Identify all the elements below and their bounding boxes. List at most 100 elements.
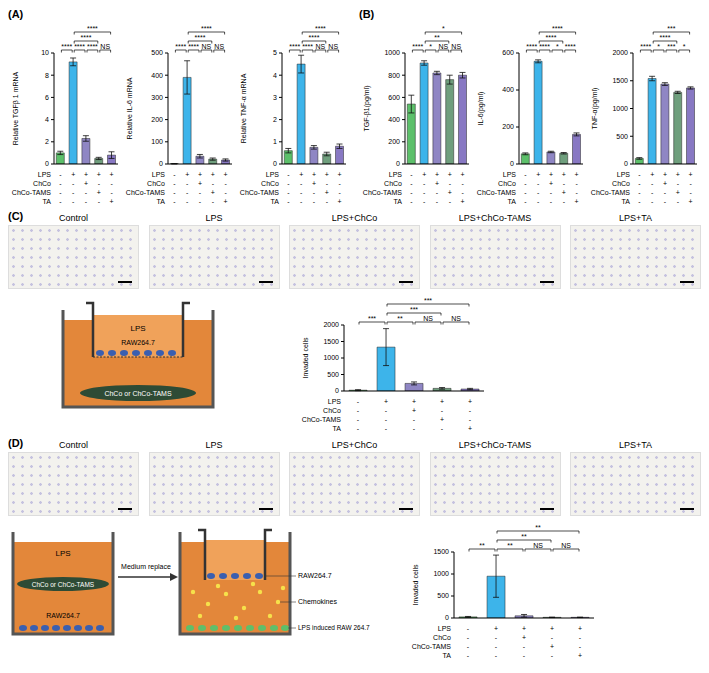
svg-text:+: +: [325, 189, 329, 196]
svg-text:****: ****: [81, 34, 92, 41]
svg-text:-: -: [495, 652, 498, 659]
svg-text:****: ****: [195, 34, 206, 41]
svg-text:+: +: [522, 625, 526, 632]
svg-text:+: +: [440, 398, 444, 405]
svg-text:500: 500: [616, 133, 628, 140]
svg-text:LPS: LPS: [38, 171, 52, 178]
svg-text:****: ****: [289, 43, 300, 50]
svg-text:-: -: [537, 180, 540, 187]
svg-text:1: 1: [273, 138, 277, 145]
svg-text:Relative TGFβ 1 mRNA: Relative TGFβ 1 mRNA: [12, 71, 20, 145]
svg-text:-: -: [436, 189, 439, 196]
svg-text:-: -: [385, 407, 388, 414]
svg-text:+: +: [550, 643, 554, 650]
svg-text:-: -: [413, 425, 416, 432]
svg-text:+: +: [224, 198, 228, 205]
svg-text:LPS: LPS: [503, 171, 517, 178]
svg-text:-: -: [98, 198, 101, 205]
svg-text:ChCo-TAMS: ChCo-TAMS: [412, 643, 451, 650]
svg-text:+: +: [84, 171, 88, 178]
svg-text:-: -: [287, 189, 290, 196]
svg-text:-: -: [410, 180, 413, 187]
svg-text:****: ****: [526, 43, 537, 50]
svg-text:TA: TA: [622, 198, 631, 205]
svg-text:****: ****: [315, 25, 326, 32]
svg-text:-: -: [59, 198, 62, 205]
svg-text:-: -: [410, 171, 413, 178]
svg-text:*: *: [556, 43, 559, 50]
svg-text:-: -: [59, 171, 62, 178]
svg-text:-: -: [441, 407, 444, 414]
svg-text:+: +: [224, 171, 228, 178]
svg-text:-: -: [300, 180, 303, 187]
svg-text:+: +: [676, 171, 680, 178]
svg-text:ChCo-TAMS: ChCo-TAMS: [363, 189, 402, 196]
svg-text:TA: TA: [333, 425, 342, 432]
svg-text:-: -: [72, 198, 75, 205]
svg-text:+: +: [448, 189, 452, 196]
svg-text:-: -: [524, 189, 527, 196]
svg-text:+: +: [422, 171, 426, 178]
svg-text:ChCo-TAMS: ChCo-TAMS: [302, 416, 341, 423]
svg-text:TA: TA: [271, 198, 280, 205]
svg-text:+: +: [549, 180, 553, 187]
svg-text:+: +: [338, 171, 342, 178]
svg-text:ChCo-TAMS: ChCo-TAMS: [477, 189, 516, 196]
svg-text:500: 500: [437, 592, 449, 599]
svg-text:-: -: [638, 198, 641, 205]
svg-text:-: -: [651, 189, 654, 196]
svg-text:300: 300: [151, 94, 163, 101]
svg-text:****: ****: [660, 34, 671, 41]
svg-text:ChCo-TAMS: ChCo-TAMS: [591, 189, 630, 196]
svg-text:+: +: [676, 189, 680, 196]
svg-text:1500: 1500: [433, 548, 449, 555]
svg-text:+: +: [663, 171, 667, 178]
svg-text:ChCo: ChCo: [261, 180, 279, 187]
svg-text:-: -: [385, 425, 388, 432]
svg-text:-: -: [461, 180, 464, 187]
svg-text:-: -: [357, 407, 360, 414]
svg-text:**: **: [507, 542, 513, 549]
svg-text:+: +: [575, 198, 579, 205]
svg-text:-: -: [469, 416, 472, 423]
svg-text:-: -: [410, 198, 413, 205]
svg-text:-: -: [72, 180, 75, 187]
svg-text:-: -: [287, 198, 290, 205]
svg-text:ChCo: ChCo: [33, 180, 51, 187]
svg-text:+: +: [338, 198, 342, 205]
svg-text:*: *: [657, 43, 660, 50]
svg-text:-: -: [563, 198, 566, 205]
svg-text:-: -: [689, 180, 692, 187]
svg-text:+: +: [562, 189, 566, 196]
svg-text:ChCo: ChCo: [384, 180, 402, 187]
svg-text:-: -: [287, 171, 290, 178]
svg-text:****: ****: [412, 43, 423, 50]
svg-text:-: -: [85, 198, 88, 205]
svg-text:TGF-β1(pg/ml): TGF-β1(pg/ml): [363, 85, 371, 131]
svg-text:ChCo: ChCo: [323, 407, 341, 414]
svg-text:****: ****: [87, 43, 98, 50]
svg-text:-: -: [664, 189, 667, 196]
svg-text:+: +: [97, 171, 101, 178]
svg-text:NS: NS: [328, 43, 338, 50]
svg-text:Invaded cells: Invaded cells: [412, 564, 419, 605]
svg-text:-: -: [689, 189, 692, 196]
svg-text:TA: TA: [508, 198, 517, 205]
svg-text:+: +: [494, 625, 498, 632]
svg-text:-: -: [224, 180, 227, 187]
svg-text:*: *: [442, 25, 445, 32]
svg-text:****: ****: [546, 34, 557, 41]
svg-text:****: ****: [175, 43, 186, 50]
svg-text:-: -: [575, 180, 578, 187]
svg-text:+: +: [312, 171, 316, 178]
svg-text:1000: 1000: [433, 570, 449, 577]
svg-text:-: -: [467, 625, 470, 632]
svg-text:ChCo-TAMS: ChCo-TAMS: [12, 189, 51, 196]
svg-text:+: +: [578, 652, 582, 659]
svg-text:1500: 1500: [323, 338, 339, 345]
svg-text:+: +: [412, 407, 416, 414]
svg-text:-: -: [551, 652, 554, 659]
svg-text:LPS: LPS: [55, 549, 70, 558]
svg-text:-: -: [59, 189, 62, 196]
svg-text:-: -: [651, 198, 654, 205]
